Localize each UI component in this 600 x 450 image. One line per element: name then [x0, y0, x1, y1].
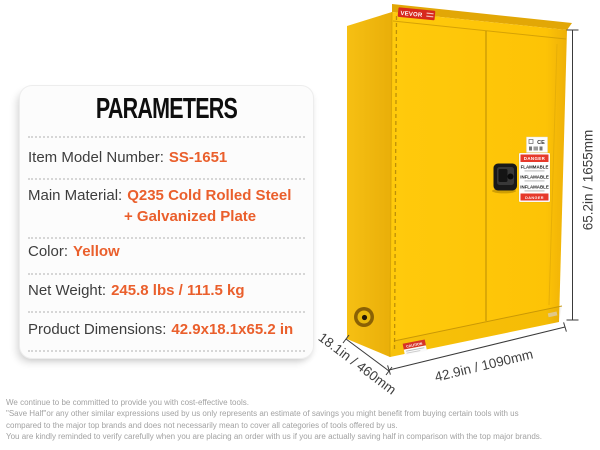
brand-name: VEVOR	[400, 11, 423, 19]
spec-row-material-line2: + Galvanized Plate	[124, 208, 307, 225]
caution-label: CAUTION	[402, 339, 427, 356]
width-dimension-label: 42.9in / 1090mm	[433, 346, 534, 384]
spec-row-color: Color: Yellow	[28, 243, 307, 260]
spec-value: 42.9x18.1x65.2 in	[171, 321, 294, 338]
parameters-card: PARAMETERS Item Model Number: SS-1651 Mai…	[19, 85, 314, 359]
vent-hole	[354, 307, 374, 327]
ce-mark-text: CE	[537, 140, 545, 146]
disclaimer-line: We continue to be committed to provide y…	[6, 398, 249, 407]
danger-strip	[520, 193, 549, 201]
spec-label: Product Dimensions:	[28, 321, 167, 338]
caution-text: CAUTION	[406, 342, 423, 349]
keyhole-icon	[507, 173, 514, 180]
disclaimer-line: You are kindly reminded to verify carefu…	[6, 432, 542, 442]
inflamable-text: INFLAMABLE	[520, 175, 549, 180]
cabinet-side-panel	[347, 12, 392, 357]
spec-row-material: Main Material: Q235 Cold Rolled Steel	[28, 187, 307, 204]
vevor-logo: VEVOR	[397, 7, 436, 21]
cabinet-base-strip	[390, 306, 562, 357]
lock-handle	[492, 163, 517, 194]
dotted-divider	[28, 237, 305, 239]
spec-value: Q235 Cold Rolled Steel	[127, 187, 292, 204]
inflamable-text: INFLAMABLE	[520, 185, 549, 190]
door-top-crease	[392, 20, 567, 40]
spec-label: Net Weight:	[28, 282, 107, 299]
height-dimension-label: 65.2in / 1655mm	[581, 130, 596, 231]
spec-value: + Galvanized Plate	[124, 208, 257, 225]
width-dimension-line	[387, 322, 567, 375]
right-door-crease	[548, 43, 558, 306]
disclaimer-line: compared to the major top brands and doe…	[6, 420, 398, 430]
disclaimer-line: "Save Half"or any other similar expressi…	[6, 409, 519, 419]
piano-hinge-line	[393, 15, 398, 353]
cabinet-top-panel	[392, 4, 572, 30]
danger-text: DANGER	[524, 156, 546, 161]
dotted-divider	[28, 311, 305, 313]
spec-value: 245.8 lbs / 111.5 kg	[111, 282, 245, 299]
spec-label: Item Model Number:	[28, 149, 164, 166]
depth-dimension-line	[342, 334, 393, 376]
height-dimension-line	[566, 29, 579, 321]
flammable-text: FLAMMABLE	[521, 165, 549, 170]
spec-label: Color:	[28, 243, 69, 260]
small-sticker	[547, 311, 558, 318]
spec-row-weight: Net Weight: 245.8 lbs / 111.5 kg	[28, 282, 307, 299]
cabinet-front-panel	[390, 12, 567, 357]
dotted-divider	[28, 350, 305, 352]
spec-row-dimensions: Product Dimensions: 42.9x18.1x65.2 in	[28, 321, 307, 338]
ce-certification-label: CE	[526, 136, 548, 153]
danger-strip	[520, 154, 549, 162]
dotted-divider	[28, 178, 305, 180]
card-title: PARAMETERS	[95, 93, 238, 125]
spec-value: SS-1651	[168, 149, 228, 166]
warning-label: DANGER FLAMMABLE INFLAMABLE INFLAMABLE D…	[518, 152, 551, 203]
spec-row-model: Item Model Number: SS-1651	[28, 149, 307, 166]
front-side-edge	[389, 11, 393, 358]
door-bottom-crease	[393, 305, 563, 342]
danger-text-bottom: DANGER	[525, 196, 544, 200]
spec-label: Main Material:	[28, 187, 123, 204]
spec-value: Yellow	[73, 243, 120, 260]
disclaimer-text: We continue to be committed to provide y…	[6, 397, 598, 443]
dotted-divider	[28, 136, 305, 138]
dotted-divider	[28, 273, 305, 275]
